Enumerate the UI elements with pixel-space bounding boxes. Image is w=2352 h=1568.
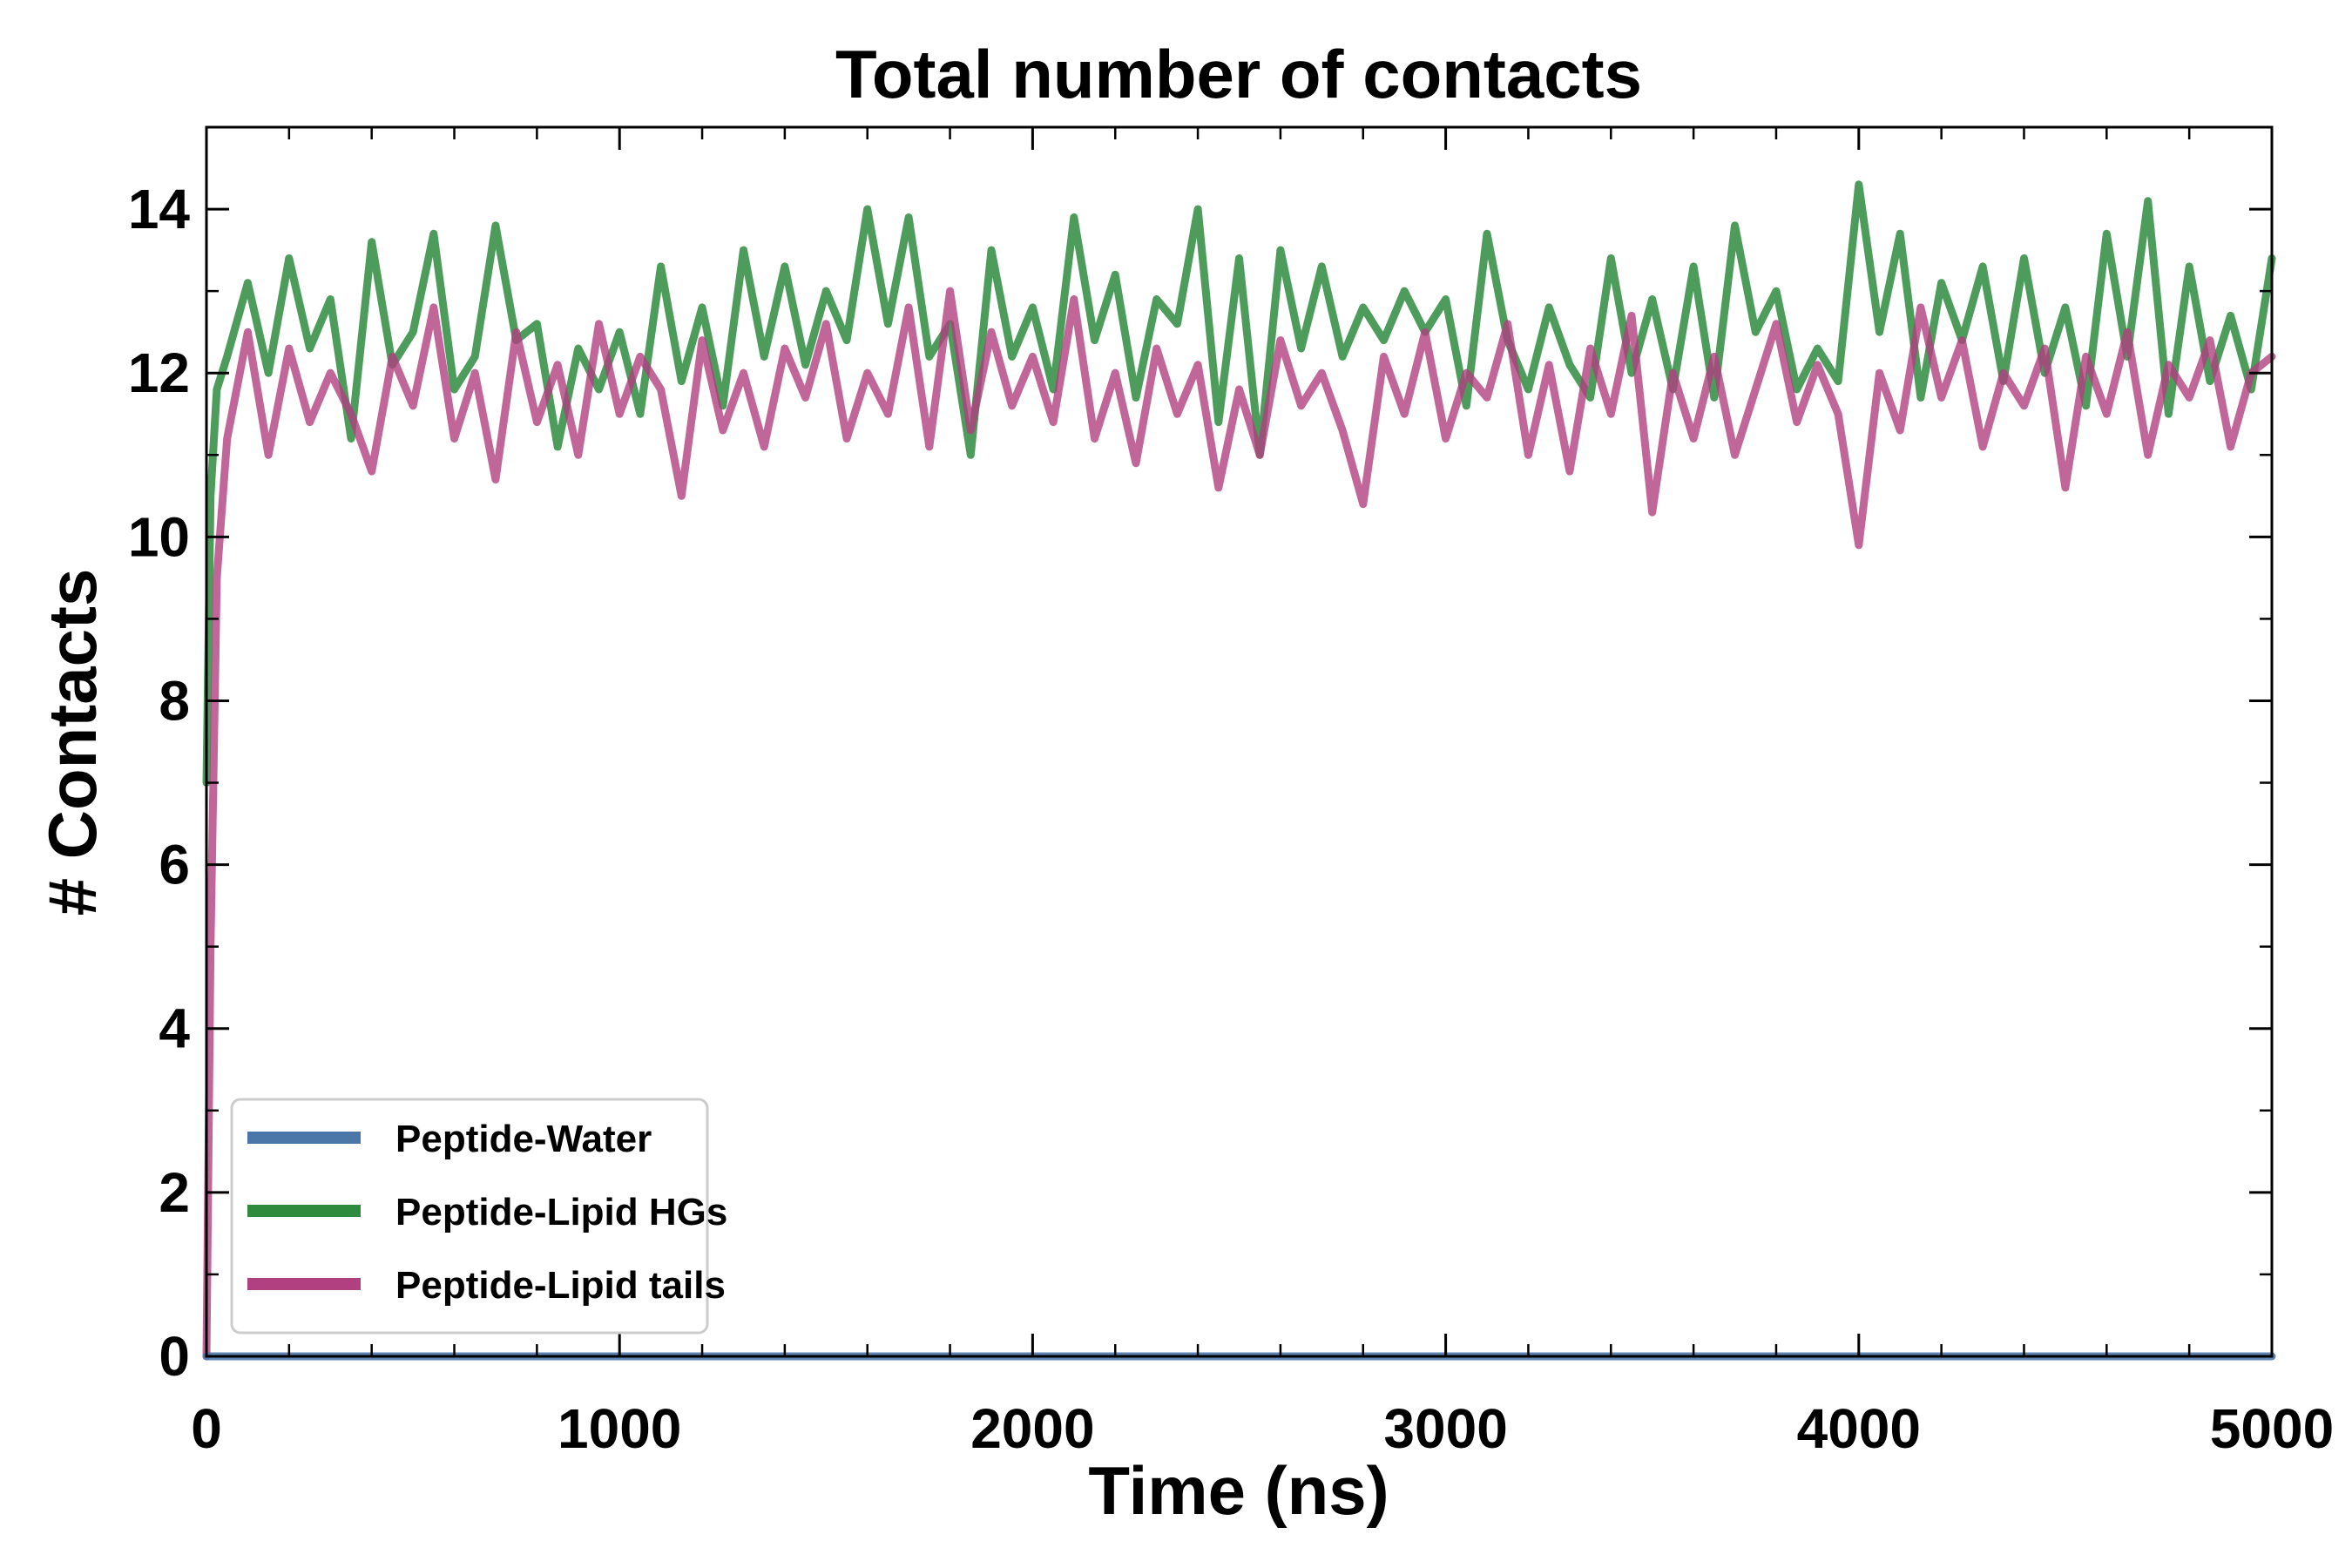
legend-label-peptide-water: Peptide-Water xyxy=(395,1118,652,1160)
y-tick-label: 4 xyxy=(159,997,190,1060)
x-tick-label: 1000 xyxy=(558,1397,681,1460)
x-axis-label: Time (ns) xyxy=(1088,1452,1389,1529)
y-tick-label: 12 xyxy=(128,341,190,404)
y-tick-label: 2 xyxy=(159,1161,190,1224)
y-tick-label: 8 xyxy=(159,669,190,732)
ticks-layer: 0 1000 2000 3000 4000 5000 0 2 4 6 8 10 12 14 xyxy=(128,125,2334,1460)
y-tick-label: 0 xyxy=(159,1325,190,1388)
legend: Peptide-Water Peptide-Lipid HGs Peptide-… xyxy=(230,1098,727,1335)
y-tick-label: 14 xyxy=(128,178,191,240)
legend-box xyxy=(230,1098,709,1335)
legend-label-peptide-lipid-tails: Peptide-Lipid tails xyxy=(395,1264,726,1307)
x-tick-label: 3000 xyxy=(1383,1397,1507,1460)
y-axis-label: # Contacts xyxy=(34,569,111,916)
y-tick-label: 6 xyxy=(159,834,190,896)
x-tick-label: 4000 xyxy=(1797,1397,1921,1460)
legend-label-peptide-lipid-hgs: Peptide-Lipid HGs xyxy=(395,1191,727,1233)
series-line-peptide-lipid-hgs xyxy=(202,180,2276,787)
series-line-peptide-lipid-tails xyxy=(202,287,2276,1361)
y-tick-label: 10 xyxy=(128,505,190,568)
chart-title: Total number of contacts xyxy=(835,36,1642,112)
labels-layer: Total number of contacts Time (ns) # Con… xyxy=(34,36,1642,1529)
x-tick-label: 0 xyxy=(191,1397,222,1460)
x-tick-label: 2000 xyxy=(970,1397,1094,1460)
plot-frame xyxy=(205,125,2274,1358)
x-tick-label: 5000 xyxy=(2210,1397,2334,1460)
